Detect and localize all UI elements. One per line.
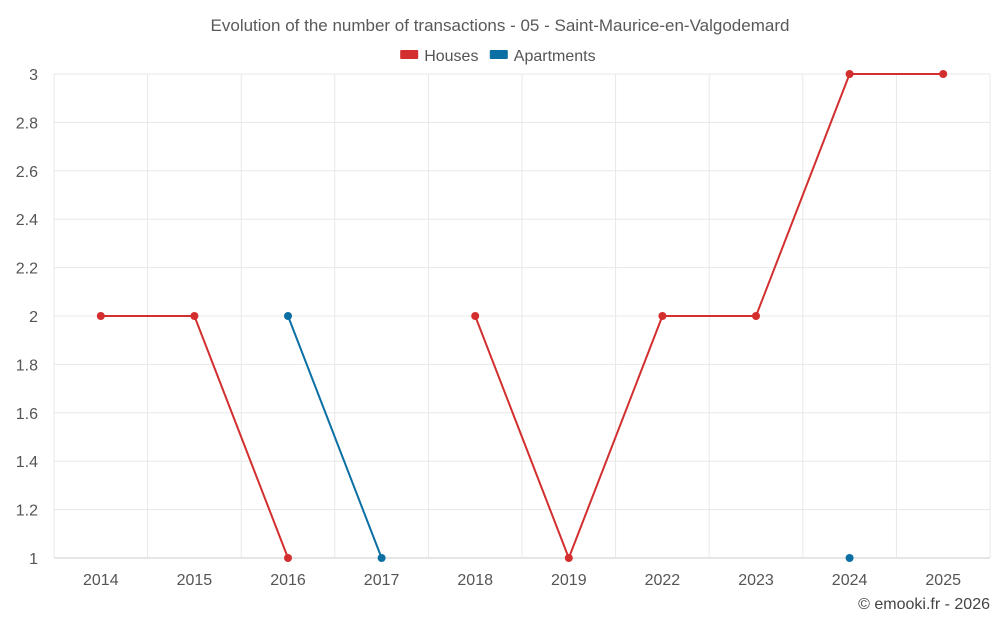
- series-apartments: [284, 312, 854, 562]
- data-point[interactable]: [96, 312, 105, 320]
- legend-label: Apartments: [514, 48, 596, 65]
- data-point[interactable]: [845, 70, 854, 78]
- y-tick-label: 1.6: [16, 406, 38, 423]
- y-tick-label: 2.2: [16, 261, 38, 278]
- data-point[interactable]: [658, 312, 667, 320]
- data-point[interactable]: [190, 312, 199, 320]
- x-tick-label: 2019: [551, 572, 587, 589]
- series-line: [287, 315, 383, 559]
- x-axis: 2014 2015 2016 2017 2018 2019 2022 2023 2024 2025: [83, 572, 961, 589]
- data-point[interactable]: [752, 312, 760, 320]
- x-tick-label: 2024: [832, 572, 868, 589]
- data-point[interactable]: [284, 312, 292, 320]
- x-tick-label: 2017: [364, 572, 400, 589]
- credit-text: © emooki.fr - 2026: [858, 596, 990, 613]
- legend-item-houses[interactable]: Houses: [400, 48, 478, 65]
- chart-title: Evolution of the number of transactions …: [211, 16, 790, 35]
- data-point[interactable]: [284, 554, 292, 562]
- y-tick-label: 3: [29, 67, 38, 84]
- y-tick-label: 2.8: [16, 115, 38, 132]
- x-tick-label: 2014: [83, 572, 119, 589]
- series-line: [100, 315, 289, 559]
- legend-label: Houses: [424, 48, 478, 65]
- y-tick-label: 1.8: [16, 357, 38, 374]
- y-axis: 1 1.2 1.4 1.6 1.8 2 2.2 2.4 2.6 2.8 3: [16, 67, 38, 568]
- data-point[interactable]: [471, 312, 480, 320]
- y-tick-label: 1: [29, 551, 38, 568]
- y-tick-label: 1.4: [16, 454, 38, 471]
- x-tick-label: 2023: [738, 572, 774, 589]
- legend-swatch: [489, 50, 508, 59]
- x-tick-label: 2018: [457, 572, 493, 589]
- x-tick-label: 2022: [645, 572, 681, 589]
- y-tick-label: 2.6: [16, 164, 38, 181]
- y-tick-label: 2.4: [16, 212, 38, 229]
- series-layer: [96, 70, 948, 562]
- legend-item-apartments[interactable]: Apartments: [489, 48, 596, 65]
- legend-swatch: [400, 50, 419, 59]
- data-point[interactable]: [564, 554, 573, 562]
- data-point[interactable]: [377, 554, 386, 562]
- y-tick-label: 2: [29, 309, 38, 326]
- legend: Houses Apartments: [400, 48, 596, 65]
- data-point[interactable]: [845, 554, 854, 562]
- data-point[interactable]: [939, 70, 948, 78]
- x-tick-label: 2025: [925, 572, 961, 589]
- x-tick-label: 2016: [270, 572, 306, 589]
- x-tick-label: 2015: [177, 572, 213, 589]
- series-houses: [96, 70, 948, 562]
- series-line: [474, 73, 944, 559]
- y-tick-label: 1.2: [16, 503, 38, 520]
